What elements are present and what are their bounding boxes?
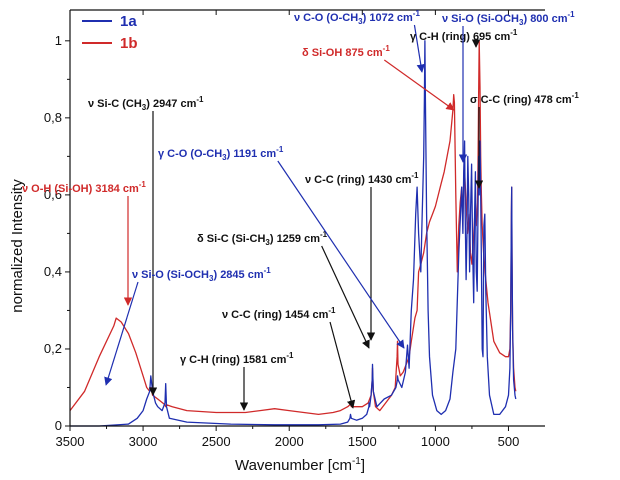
annotation-arrow bbox=[321, 245, 370, 349]
annotation-arrow bbox=[329, 321, 356, 409]
y-tick-label: 0,8 bbox=[44, 110, 62, 125]
annotation-text: ) 2947 cm bbox=[146, 98, 196, 110]
x-tick-label: 500 bbox=[498, 434, 520, 449]
annotation-text: σ C-C (ring) 478 cm bbox=[470, 94, 572, 106]
annotation-arrow bbox=[413, 24, 425, 73]
annotation-superscript: -1 bbox=[196, 95, 204, 104]
y-tick-label: 0,6 bbox=[44, 187, 62, 202]
annotation-superscript: -1 bbox=[264, 266, 272, 275]
annotation-arrow bbox=[277, 160, 405, 349]
annotation-superscript: -1 bbox=[286, 351, 294, 360]
x-tick-label: 1000 bbox=[421, 434, 450, 449]
annotation-superscript: -1 bbox=[383, 44, 391, 53]
annotation-superscript: -1 bbox=[510, 28, 518, 37]
x-tick-label: 3500 bbox=[56, 434, 85, 449]
annotation-label: δ Si-C (Si-CH3) 1259 cm-1 bbox=[197, 230, 328, 247]
annotation-superscript: -1 bbox=[568, 10, 576, 19]
annotation-label: ν C-C (ring) 1430 cm-1 bbox=[305, 171, 419, 186]
x-axis-label-tail: ] bbox=[361, 457, 365, 474]
annotation-label: ν Si-C (CH3) 2947 cm-1 bbox=[88, 95, 204, 112]
x-tick-label: 2000 bbox=[275, 434, 304, 449]
annotation-subscript: 3 bbox=[265, 238, 270, 247]
annotation-label: ν O-H (Si-OH) 3184 cm-1 bbox=[22, 180, 146, 195]
y-axis-label: normalized Intensity bbox=[9, 179, 26, 313]
annotation-label: γ C-H (ring) 1581 cm-1 bbox=[180, 351, 294, 366]
x-tick-label: 2500 bbox=[202, 434, 231, 449]
annotation-text: γ C-H (ring) 695 cm bbox=[410, 31, 510, 43]
annotation-label: ν C-C (ring) 1454 cm-1 bbox=[222, 306, 336, 321]
annotations: ν Si-C (CH3) 2947 cm-1ν O-H (Si-OH) 3184… bbox=[22, 9, 579, 411]
annotation-subscript: 3 bbox=[222, 153, 227, 162]
legend-label-1a: 1a bbox=[120, 13, 137, 30]
annotation-superscript: -1 bbox=[328, 306, 336, 315]
annotation-text: ) 800 cm bbox=[523, 13, 567, 25]
annotation-label: γ C-O (O-CH3) 1191 cm-1 bbox=[158, 145, 284, 162]
annotation-label: ν C-O (O-CH3) 1072 cm-1 bbox=[294, 9, 420, 26]
annotation-text: ν C-C (ring) 1454 cm bbox=[222, 309, 329, 321]
annotation-superscript: -1 bbox=[276, 145, 284, 154]
axis-ticks: 3500 3000 2500 2000 1500 1000 500 0 0,2 0,4 0,6 0,8… bbox=[44, 10, 519, 449]
annotation-subscript: 3 bbox=[142, 103, 147, 112]
series-line-1a bbox=[70, 40, 517, 427]
annotation-superscript: -1 bbox=[139, 180, 147, 189]
annotation-subscript: 3 bbox=[209, 274, 214, 283]
annotation-superscript: -1 bbox=[413, 9, 421, 18]
annotation-text: ν Si-O (Si-OCH bbox=[132, 269, 209, 281]
annotation-label: ν Si-O (Si-OCH3) 2845 cm-1 bbox=[132, 266, 271, 283]
y-tick-label: 0,2 bbox=[44, 341, 62, 356]
annotation-text: γ C-O (O-CH bbox=[158, 148, 222, 160]
annotation-text: ν C-O (O-CH bbox=[294, 12, 358, 24]
annotation-superscript: -1 bbox=[320, 230, 328, 239]
annotation-text: ν C-C (ring) 1430 cm bbox=[305, 174, 412, 186]
y-tick-label: 1 bbox=[55, 33, 62, 48]
x-axis-label: Wavenumber [cm-1] bbox=[235, 456, 365, 474]
x-tick-label: 1500 bbox=[348, 434, 377, 449]
y-tick-label: 0 bbox=[55, 418, 62, 433]
annotation-label: γ C-H (ring) 695 cm-1 bbox=[410, 28, 518, 43]
annotation-subscript: 3 bbox=[519, 18, 524, 27]
annotation-text: ν Si-C (CH bbox=[88, 98, 142, 110]
series-layer bbox=[69, 40, 517, 427]
annotation-arrow bbox=[383, 59, 455, 111]
annotation-text: δ Si-C (Si-CH bbox=[197, 233, 265, 245]
annotation-text: ν O-H (Si-OH) 3184 cm bbox=[22, 183, 139, 195]
x-tick-label: 3000 bbox=[129, 434, 158, 449]
annotation-text: γ C-H (ring) 1581 cm bbox=[180, 354, 287, 366]
annotation-text: ) 1191 cm bbox=[227, 148, 277, 160]
x-axis-label-sup: -1 bbox=[352, 456, 361, 467]
x-axis-label-main: Wavenumber [cm bbox=[235, 457, 352, 474]
y-tick-label: 0,4 bbox=[44, 264, 62, 279]
annotation-arrow bbox=[104, 281, 139, 386]
annotation-superscript: -1 bbox=[572, 91, 580, 100]
annotation-text: ) 1259 cm bbox=[270, 233, 320, 245]
annotation-subscript: 3 bbox=[358, 17, 363, 26]
annotation-superscript: -1 bbox=[411, 171, 419, 180]
legend-label-1b: 1b bbox=[120, 35, 138, 52]
annotation-text: δ Si-OH 875 cm bbox=[302, 47, 383, 59]
annotation-text: ) 1072 cm bbox=[363, 12, 413, 24]
annotation-text: ν Si-O (Si-OCH bbox=[442, 13, 519, 25]
annotation-label: δ Si-OH 875 cm-1 bbox=[302, 44, 390, 59]
annotation-label: ν Si-O (Si-OCH3) 800 cm-1 bbox=[442, 10, 575, 27]
annotation-label: σ C-C (ring) 478 cm-1 bbox=[470, 91, 579, 106]
annotation-text: ) 2845 cm bbox=[213, 269, 263, 281]
